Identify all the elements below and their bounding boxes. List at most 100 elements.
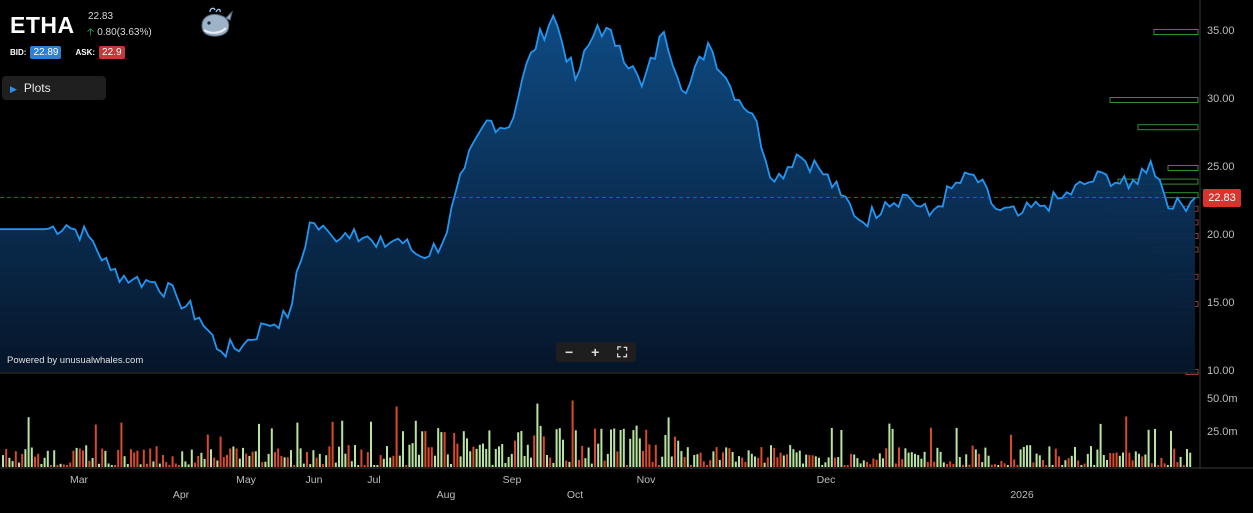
volume-bar: [574, 430, 577, 467]
volume-bar: [62, 464, 65, 467]
volume-bar: [616, 451, 619, 467]
volume-bar: [1122, 452, 1124, 467]
plots-toggle-button[interactable]: ▶ Plots: [2, 76, 106, 100]
volume-bar: [1125, 416, 1128, 467]
volume-bar: [1016, 465, 1019, 467]
volume-bar: [619, 430, 622, 467]
volume-bar: [110, 465, 113, 467]
volume-bar: [216, 460, 219, 467]
time-axis-label: Sep: [502, 474, 522, 486]
volume-bar: [1138, 453, 1140, 467]
time-axis-label: Jun: [305, 474, 323, 486]
volume-bar: [760, 447, 763, 467]
ask-value: 22.9: [99, 46, 125, 59]
volume-bar: [117, 449, 120, 467]
volume-bar: [1035, 453, 1038, 467]
volume-bar: [1042, 460, 1044, 467]
volume-bar: [965, 454, 968, 467]
volume-bar: [494, 448, 497, 467]
volume-bar: [914, 453, 916, 467]
volume-bar: [56, 464, 59, 467]
volume-bar: [862, 460, 865, 467]
volume-bar: [824, 462, 827, 467]
volume-bar: [658, 465, 660, 467]
volume-bar: [328, 446, 331, 467]
volume-bar: [792, 449, 795, 467]
price-line: [0, 13, 1196, 359]
volume-bar: [498, 446, 500, 467]
price-change-value: 0.80(3.63%): [97, 27, 152, 38]
volume-bar: [18, 462, 20, 467]
volume-bar: [1106, 460, 1108, 467]
volume-bar: [802, 463, 804, 467]
volume-bar: [354, 445, 356, 467]
volume-bar: [43, 457, 46, 467]
volume-bar: [907, 452, 910, 467]
volume-bar: [322, 464, 324, 467]
volume-bar: [1026, 445, 1028, 467]
zoom-in-button[interactable]: +: [591, 344, 600, 360]
volume-bar: [187, 464, 190, 467]
volume-bar: [267, 453, 270, 467]
volume-bar: [165, 462, 168, 467]
volume-bar: [1010, 434, 1012, 467]
volume-bar: [1141, 456, 1144, 467]
volume-bar: [600, 428, 603, 467]
volume-bar: [1173, 448, 1176, 467]
volume-bar: [514, 440, 516, 467]
volume-bar: [782, 455, 785, 467]
volume-bar: [414, 420, 417, 467]
volume-bar: [363, 465, 366, 467]
time-axis-label: Mar: [69, 474, 89, 486]
volume-bar: [50, 465, 52, 467]
volume-bar: [133, 452, 136, 467]
volume-bar: [578, 459, 580, 467]
volume-bar: [987, 455, 990, 467]
volume-bar: [981, 462, 984, 467]
volume-bar: [706, 465, 708, 467]
volume-bar: [1074, 447, 1076, 467]
volume-bar: [37, 453, 40, 467]
volume-bar: [245, 453, 248, 467]
volume-bar: [1064, 460, 1067, 467]
volume-bar: [366, 452, 369, 467]
volume-bar: [869, 464, 872, 467]
zoom-out-button[interactable]: −: [564, 344, 574, 360]
volume-bar: [776, 457, 779, 467]
volume-bar: [750, 453, 753, 467]
volume-bar: [638, 438, 641, 467]
volume-bar: [222, 457, 225, 467]
volume-bar: [894, 463, 897, 467]
volume-bar: [827, 457, 830, 467]
volume-bar: [347, 445, 350, 467]
volume-bar: [1093, 465, 1096, 467]
volume-bar: [389, 457, 392, 467]
volume-bar: [946, 464, 948, 467]
volume-bar: [731, 451, 734, 467]
volume-bar: [536, 403, 539, 467]
volume-bar: [341, 420, 344, 467]
volume-bar: [843, 465, 846, 467]
volume-bar: [859, 463, 862, 467]
volume-bar: [427, 447, 430, 467]
volume-bar: [379, 455, 382, 467]
volume-bar: [1099, 423, 1102, 467]
volume-bar: [376, 465, 379, 467]
volume-profile-bar: [1167, 165, 1199, 171]
volume-bar: [475, 448, 478, 467]
volume-bar: [453, 432, 456, 467]
volume-bar: [424, 431, 427, 467]
volume-bar: [78, 448, 81, 467]
volume-bar: [101, 448, 104, 467]
volume-bar: [331, 421, 334, 467]
fullscreen-icon[interactable]: ⛶: [617, 344, 628, 360]
volume-bar: [344, 453, 347, 467]
volume-bar: [142, 449, 145, 467]
volume-bar: [501, 444, 504, 467]
last-price: 22.83: [88, 11, 114, 22]
volume-bar: [194, 462, 196, 467]
volume-bar: [1112, 453, 1115, 467]
volume-bar: [309, 464, 312, 467]
